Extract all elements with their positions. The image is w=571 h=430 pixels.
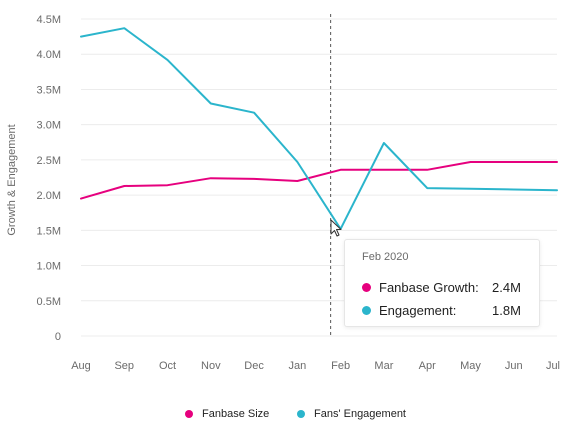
tooltip-title: Feb 2020 xyxy=(362,251,409,263)
y-tick-label: 4.0M xyxy=(37,49,61,61)
y-tick-label: 4.5M xyxy=(37,14,61,26)
legend-dot-icon xyxy=(185,410,193,418)
tooltip-label: Fanbase Growth: xyxy=(379,280,479,295)
x-tick-label: Nov xyxy=(201,360,221,372)
legend-label: Fans' Engagement xyxy=(314,408,406,420)
x-tick-label: Aug xyxy=(71,360,91,372)
tooltip-dot-icon xyxy=(362,306,371,315)
legend-dot-icon xyxy=(297,410,305,418)
x-tick-label: Jun xyxy=(505,360,523,372)
x-tick-label: Dec xyxy=(244,360,264,372)
tooltip-label: Engagement: xyxy=(379,303,457,318)
y-tick-label: 1.0M xyxy=(37,261,61,273)
line-chart: 0 0.5M 1.0M 1.5M 2.0M 2.5M 3.0M 3.5M 4.0M 4.5M Au… xyxy=(6,14,560,372)
x-axis-ticks: Aug Sep Oct Nov Dec Jan Feb Mar Apr May Jun Jul xyxy=(71,360,560,372)
y-tick-label: 2.0M xyxy=(37,190,61,202)
y-tick-label: 1.5M xyxy=(37,225,61,237)
legend-label: Fanbase Size xyxy=(202,408,270,420)
x-tick-label: Mar xyxy=(374,360,393,372)
tooltip-value: 1.8M xyxy=(492,303,521,318)
x-tick-label: Sep xyxy=(114,360,134,372)
y-tick-label: 3.0M xyxy=(37,120,61,132)
tooltip-value: 2.4M xyxy=(492,280,521,295)
x-tick-label: Apr xyxy=(419,360,436,372)
chart-legend: Fanbase Size Fans' Engagement xyxy=(0,404,571,424)
x-tick-label: Feb xyxy=(331,360,350,372)
x-tick-label: Oct xyxy=(159,360,176,372)
hover-tooltip: Feb 2020 Fanbase Growth: 2.4M Engagement… xyxy=(344,239,540,327)
y-axis-ticks: 0 0.5M 1.0M 1.5M 2.0M 2.5M 3.0M 3.5M 4.0M 4.5M xyxy=(37,14,61,343)
y-tick-label: 2.5M xyxy=(37,155,61,167)
series-line-fanbase-size[interactable] xyxy=(80,161,558,200)
tooltip-dot-icon xyxy=(362,283,371,292)
x-tick-label: Jul xyxy=(546,360,560,372)
y-axis-label: Growth & Engagement xyxy=(6,124,18,235)
y-tick-label: 0 xyxy=(55,331,61,343)
series-line-fans-engagement[interactable] xyxy=(80,27,558,230)
series-lines[interactable] xyxy=(80,27,558,230)
x-tick-label: Jan xyxy=(288,360,306,372)
tooltip-row-engagement: Engagement: 1.8M xyxy=(362,302,537,320)
y-tick-label: 3.5M xyxy=(37,84,61,96)
mouse-cursor-icon xyxy=(330,219,342,237)
y-tick-label: 0.5M xyxy=(37,296,61,308)
x-tick-label: May xyxy=(460,360,481,372)
tooltip-row-fanbase: Fanbase Growth: 2.4M xyxy=(362,279,537,297)
